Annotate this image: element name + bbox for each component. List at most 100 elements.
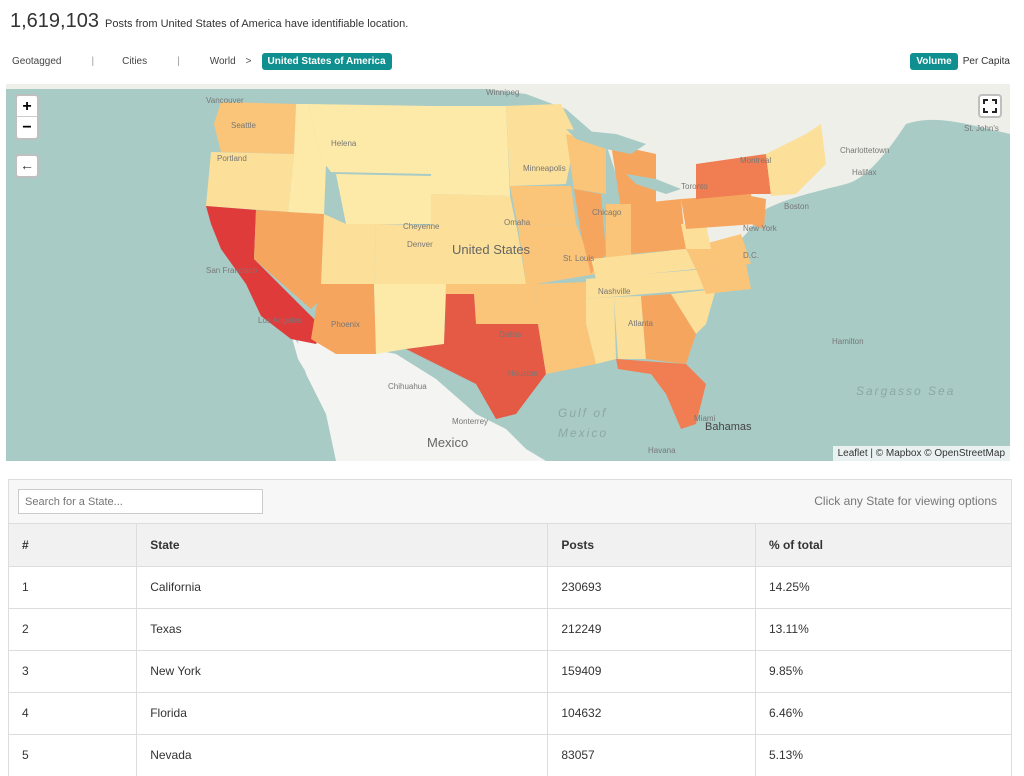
state-indiana [606, 204, 631, 259]
cell-percent: 6.46% [755, 692, 1011, 735]
table-row[interactable]: 5 Nevada 83057 5.13% [9, 734, 1011, 776]
cell-rank: 4 [9, 692, 138, 735]
map-canvas[interactable] [6, 84, 1010, 461]
state-nevada [254, 210, 324, 309]
state-north-carolina [696, 264, 751, 294]
map-label: Nashville [598, 287, 631, 296]
map-label: Minneapolis [523, 164, 566, 173]
state-south-carolina [671, 289, 716, 334]
baja-land [291, 334, 341, 419]
cell-state: Texas [136, 608, 549, 651]
state-arizona [311, 284, 376, 354]
column-header-posts[interactable]: Posts [547, 524, 756, 567]
cell-state: Florida [136, 692, 549, 735]
table-hint: Click any State for viewing options [814, 494, 997, 508]
fullscreen-icon[interactable] [978, 94, 1002, 118]
map-label: St. Louis [563, 254, 595, 263]
state-search-input[interactable] [18, 489, 263, 514]
map-attribution[interactable]: Leaflet | © Mapbox © OpenStreetMap [832, 446, 1010, 461]
metric-toggle: Volume Per Capita [910, 52, 1010, 70]
breadcrumb-current-country[interactable]: United States of America [261, 52, 392, 70]
table-row[interactable]: 2 Texas 212249 13.11% [9, 608, 1011, 651]
map-label: Houston [508, 369, 538, 378]
state-nebraska [431, 194, 518, 234]
map-label: Winnipeg [486, 88, 520, 97]
state-missouri [518, 224, 596, 284]
cell-state: Nevada [136, 734, 549, 776]
state-wyoming [336, 174, 431, 224]
nav-cities[interactable]: Cities [122, 55, 148, 67]
us-states[interactable] [206, 102, 826, 429]
table-header-row: # State Posts % of total [9, 524, 1011, 567]
state-georgia [641, 294, 696, 364]
table-row[interactable]: 1 California 230693 14.25% [9, 566, 1011, 609]
map-label: Helena [331, 139, 357, 148]
map-label: Seattle [231, 121, 256, 130]
map-label: Bahamas [705, 421, 752, 433]
state-texas [406, 294, 546, 419]
state-mississippi [586, 297, 616, 364]
cell-percent: 13.11% [755, 608, 1011, 651]
breadcrumb-chevron: > [245, 55, 252, 67]
cell-posts: 212249 [547, 608, 756, 651]
state-oregon [206, 152, 294, 212]
map-label: New York [743, 224, 777, 233]
summary-line: 1,619,103 Posts from United States of Am… [10, 10, 408, 33]
cell-percent: 14.25% [755, 566, 1011, 609]
map-label: Mexico [558, 426, 609, 440]
column-header-state[interactable]: State [136, 524, 549, 567]
state-louisiana [538, 324, 596, 374]
state-montana [308, 104, 431, 174]
state-wisconsin [566, 134, 606, 194]
state-new-mexico [374, 284, 446, 354]
column-header-percent[interactable]: % of total [755, 524, 1011, 567]
map-label: Havana [648, 446, 676, 455]
zoom-in-button[interactable]: + [17, 96, 37, 117]
state-colorado [374, 224, 466, 284]
map-label: Atlanta [628, 319, 653, 328]
canada-land [6, 84, 1010, 264]
map-label: Hamilton [832, 337, 864, 346]
nav-geotagged[interactable]: Geotagged [12, 55, 62, 67]
state-california [206, 206, 324, 344]
cell-state: California [136, 566, 549, 609]
cell-posts: 104632 [547, 692, 756, 735]
state-ohio [631, 199, 686, 254]
map-label: Phoenix [331, 320, 360, 329]
map-label: Cheyenne [403, 222, 440, 231]
nav-separator: | [177, 55, 180, 67]
choropleth-map[interactable]: Winnipeg Vancouver Seattle Portland Hele… [6, 84, 1010, 461]
map-label: Boston [784, 202, 809, 211]
state-kansas [466, 234, 526, 284]
volume-toggle[interactable]: Volume [910, 52, 958, 70]
map-label: Los Angeles [258, 316, 302, 325]
state-idaho [288, 104, 326, 214]
map-label: Gulf of [558, 406, 608, 420]
state-utah [321, 214, 376, 284]
map-label: Miami [694, 414, 716, 423]
fullscreen-glyph [983, 99, 997, 113]
table-toolbar: Click any State for viewing options [9, 480, 1011, 524]
great-lakes [566, 129, 681, 194]
map-label: Portland [217, 154, 247, 163]
state-minnesota [506, 104, 576, 186]
view-navigation: Geotagged | Cities | World > United Stat… [12, 52, 1010, 70]
breadcrumb-world[interactable]: World [209, 55, 236, 67]
state-table: # State Posts % of total 1 California 23… [9, 524, 1011, 776]
cell-state: New York [136, 650, 549, 693]
map-label: Charlottetown [840, 146, 890, 155]
cell-posts: 83057 [547, 734, 756, 776]
map-label: Dallas [499, 330, 522, 339]
table-row[interactable]: 3 New York 159409 9.85% [9, 650, 1011, 693]
cell-rank: 2 [9, 608, 138, 651]
map-label: D.C. [743, 251, 759, 260]
map-label: Chicago [592, 208, 622, 217]
cell-rank: 1 [9, 566, 138, 609]
table-row[interactable]: 4 Florida 104632 6.46% [9, 692, 1011, 735]
cell-percent: 5.13% [755, 734, 1011, 776]
per-capita-toggle[interactable]: Per Capita [962, 55, 1010, 67]
zoom-out-button[interactable]: − [22, 119, 32, 136]
back-arrow-icon[interactable]: ← [15, 154, 39, 178]
cell-posts: 230693 [547, 566, 756, 609]
column-header-rank[interactable]: # [9, 524, 138, 567]
